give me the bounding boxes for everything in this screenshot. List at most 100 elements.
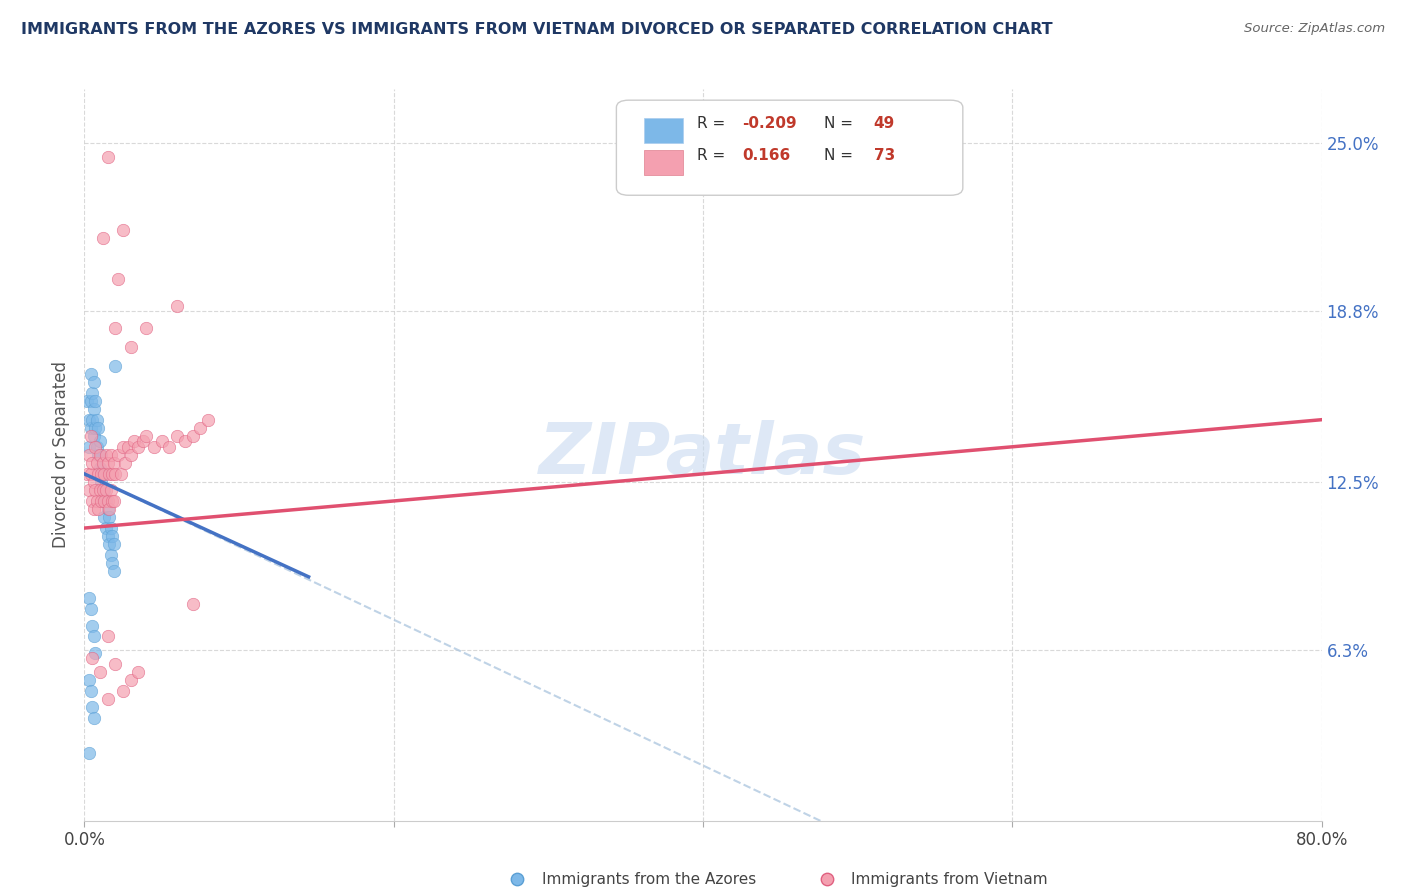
Point xyxy=(181,597,204,611)
Point xyxy=(90,494,112,508)
Point xyxy=(84,421,107,435)
Y-axis label: Divorced or Separated: Divorced or Separated xyxy=(52,361,70,549)
Point xyxy=(91,483,114,497)
Point xyxy=(93,483,115,497)
Point xyxy=(103,494,125,508)
Point xyxy=(101,556,124,570)
Point xyxy=(159,440,180,454)
Point xyxy=(104,320,127,334)
Text: Source: ZipAtlas.com: Source: ZipAtlas.com xyxy=(1244,22,1385,36)
Text: 0.166: 0.166 xyxy=(742,148,790,163)
Point xyxy=(188,421,211,435)
Point xyxy=(82,385,104,400)
Point xyxy=(83,629,105,643)
Point xyxy=(82,413,104,427)
Point xyxy=(91,467,114,481)
Point xyxy=(135,429,157,443)
Text: IMMIGRANTS FROM THE AZORES VS IMMIGRANTS FROM VIETNAM DIVORCED OR SEPARATED CORR: IMMIGRANTS FROM THE AZORES VS IMMIGRANTS… xyxy=(21,22,1053,37)
Point xyxy=(166,429,188,443)
Point xyxy=(98,537,121,551)
Point xyxy=(83,375,105,389)
Point xyxy=(107,272,129,286)
Point xyxy=(86,456,108,470)
Point xyxy=(77,440,100,454)
Point xyxy=(94,448,117,462)
Point xyxy=(91,494,114,508)
Point xyxy=(86,440,108,454)
Point xyxy=(86,413,108,427)
Point xyxy=(82,456,104,470)
Point xyxy=(84,393,107,408)
Point xyxy=(112,683,135,698)
Point xyxy=(98,510,121,524)
Point xyxy=(120,340,142,354)
Text: N =: N = xyxy=(824,148,858,163)
Point xyxy=(127,440,149,454)
Point xyxy=(87,467,110,481)
Text: -0.209: -0.209 xyxy=(742,116,797,131)
Point xyxy=(104,359,127,373)
Text: R =: R = xyxy=(697,116,730,131)
Bar xyxy=(644,150,683,175)
Point xyxy=(77,746,100,760)
Point xyxy=(79,467,101,481)
Point xyxy=(143,440,166,454)
Point xyxy=(98,502,121,516)
Point xyxy=(77,483,100,497)
Point xyxy=(77,413,100,427)
Point xyxy=(103,537,125,551)
Point xyxy=(103,565,125,579)
Point xyxy=(84,483,107,497)
Point xyxy=(104,657,127,671)
Point xyxy=(79,367,101,381)
Point xyxy=(166,299,188,313)
Point xyxy=(89,461,111,475)
Bar xyxy=(644,118,683,143)
Point xyxy=(181,429,204,443)
Text: 49: 49 xyxy=(873,116,896,131)
Point xyxy=(83,475,105,489)
Point xyxy=(79,683,101,698)
Point xyxy=(112,223,135,237)
Text: Immigrants from Vietnam: Immigrants from Vietnam xyxy=(852,871,1047,887)
Point xyxy=(112,440,135,454)
Point xyxy=(82,494,104,508)
Point xyxy=(120,448,142,462)
Point xyxy=(101,467,124,481)
Point xyxy=(77,591,100,606)
Point xyxy=(107,448,129,462)
Point xyxy=(135,320,157,334)
Point xyxy=(83,429,105,443)
Point xyxy=(127,665,149,679)
Point xyxy=(96,629,118,643)
Point xyxy=(84,440,107,454)
Point xyxy=(197,413,219,427)
Point xyxy=(93,467,115,481)
Point xyxy=(96,456,118,470)
Point xyxy=(93,494,115,508)
Point xyxy=(101,494,124,508)
Point xyxy=(94,494,117,508)
Point xyxy=(90,467,112,481)
Point xyxy=(82,618,104,632)
Point xyxy=(77,448,100,462)
Point xyxy=(94,483,117,497)
Point xyxy=(103,456,125,470)
Point xyxy=(114,456,136,470)
Point xyxy=(100,483,122,497)
Point xyxy=(120,673,142,687)
Text: Immigrants from the Azores: Immigrants from the Azores xyxy=(543,871,756,887)
Text: ZIPatlas: ZIPatlas xyxy=(540,420,866,490)
Point xyxy=(89,665,111,679)
Point xyxy=(96,150,118,164)
Point xyxy=(100,548,122,562)
Point xyxy=(76,393,98,408)
Point xyxy=(86,494,108,508)
Point xyxy=(79,421,101,435)
FancyBboxPatch shape xyxy=(616,100,963,195)
Point xyxy=(82,699,104,714)
Point xyxy=(83,401,105,416)
Point xyxy=(101,529,124,543)
Point xyxy=(100,521,122,535)
Point xyxy=(93,510,115,524)
